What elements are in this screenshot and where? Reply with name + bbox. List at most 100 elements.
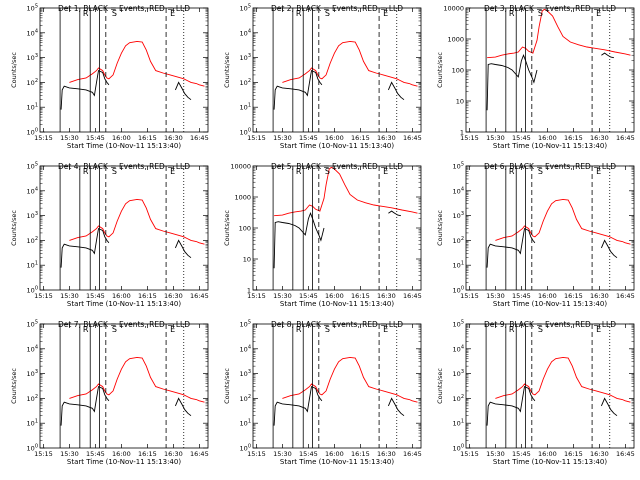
lld-curve <box>282 40 418 87</box>
events-curve-late <box>600 397 618 417</box>
lld-curve <box>487 8 631 59</box>
x-axis-label: Start Time (10-Nov-11 15:13:40) <box>493 142 607 150</box>
y-tick-label: 100 <box>27 444 38 453</box>
x-tick-label: 16:30 <box>590 450 609 458</box>
x-tick-label: 15:15 <box>34 134 53 142</box>
y-axis-label: Counts/sec <box>223 52 231 88</box>
y-axis-label: Counts/sec <box>10 368 18 404</box>
marker-label-e: E <box>383 325 388 334</box>
x-tick-label: 15:15 <box>460 134 479 142</box>
marker-label-s: S <box>112 167 117 176</box>
events-curve <box>273 69 323 110</box>
x-tick-label: 16:45 <box>190 292 209 300</box>
x-tick-label: 16:45 <box>403 134 422 142</box>
x-tick-label: 16:00 <box>538 450 557 458</box>
chart-title: Det 8, BLACK = Events, RED = LLD <box>271 320 403 329</box>
y-tick-label: 1 <box>460 129 464 137</box>
y-tick-label: 105 <box>27 320 38 329</box>
marker-label-r: R <box>509 325 515 334</box>
lld-curve <box>274 166 418 217</box>
events-curve <box>486 227 536 268</box>
x-tick-label: 16:15 <box>138 450 157 458</box>
y-tick-label: 102 <box>240 394 251 403</box>
x-tick-label: 16:15 <box>351 134 370 142</box>
y-tick-label: 100 <box>240 128 251 137</box>
y-tick-label: 103 <box>27 211 38 220</box>
x-axis-label: Start Time (10-Nov-11 15:13:40) <box>280 458 394 466</box>
x-axis-label: Start Time (10-Nov-11 15:13:40) <box>493 300 607 308</box>
x-tick-label: 15:45 <box>512 134 531 142</box>
y-tick-label: 105 <box>27 162 38 171</box>
events-curve <box>486 53 538 111</box>
x-tick-label: 16:45 <box>616 450 635 458</box>
events-curve-late <box>174 81 192 101</box>
chart-title: Det 1, BLACK = Events, RED = LLD <box>58 4 190 13</box>
marker-label-r: R <box>83 9 89 18</box>
y-tick-label: 101 <box>240 419 251 428</box>
x-tick-label: 15:45 <box>86 134 105 142</box>
x-tick-label: 15:30 <box>273 450 292 458</box>
x-tick-label: 15:15 <box>34 450 53 458</box>
chart-title: Det 9, BLACK = Events, RED = LLD <box>484 320 616 329</box>
y-tick-label: 105 <box>240 320 251 329</box>
y-tick-label: 100 <box>239 225 251 233</box>
marker-label-s: S <box>112 325 117 334</box>
events-curve <box>60 227 110 268</box>
x-tick-label: 16:15 <box>138 292 157 300</box>
x-tick-label: 15:45 <box>512 292 531 300</box>
y-tick-label: 100 <box>240 444 251 453</box>
y-tick-label: 100 <box>453 286 464 295</box>
x-tick-label: 15:30 <box>486 134 505 142</box>
x-tick-label: 16:45 <box>616 134 635 142</box>
marker-label-s: S <box>538 9 543 18</box>
y-tick-label: 103 <box>453 369 464 378</box>
events-curve <box>273 385 323 426</box>
events-curve <box>60 69 110 110</box>
lld-curve <box>69 40 205 87</box>
x-axis-label: Start Time (10-Nov-11 15:13:40) <box>280 142 394 150</box>
y-tick-label: 104 <box>27 28 38 37</box>
marker-label-r: R <box>296 167 302 176</box>
x-tick-label: 16:15 <box>564 292 583 300</box>
x-tick-label: 15:45 <box>512 450 531 458</box>
x-tick-label: 15:15 <box>247 134 266 142</box>
x-axis-label: Start Time (10-Nov-11 15:13:40) <box>280 300 394 308</box>
x-tick-label: 16:00 <box>325 450 344 458</box>
marker-label-r: R <box>509 9 515 18</box>
marker-label-s: S <box>538 325 543 334</box>
x-tick-label: 16:00 <box>538 292 557 300</box>
x-tick-label: 15:15 <box>460 450 479 458</box>
x-tick-label: 16:00 <box>112 292 131 300</box>
plot-frame <box>252 323 422 449</box>
x-tick-label: 15:30 <box>273 292 292 300</box>
y-tick-label: 102 <box>27 394 38 403</box>
plot-frame <box>39 323 209 449</box>
lld-curve <box>69 198 205 245</box>
events-curve <box>486 385 536 426</box>
x-tick-label: 16:15 <box>351 450 370 458</box>
x-tick-label: 15:30 <box>60 450 79 458</box>
lld-curve <box>495 356 631 403</box>
marker-label-s: S <box>325 9 330 18</box>
y-axis-label: Counts/sec <box>223 210 231 246</box>
marker-label-e: E <box>596 9 601 18</box>
x-axis-label: Start Time (10-Nov-11 15:13:40) <box>67 142 181 150</box>
x-tick-label: 15:30 <box>60 134 79 142</box>
y-axis-label: Counts/sec <box>436 52 444 88</box>
x-tick-label: 15:30 <box>486 292 505 300</box>
y-axis-label: Counts/sec <box>436 368 444 404</box>
y-tick-label: 10 <box>456 98 464 106</box>
x-tick-label: 16:00 <box>325 292 344 300</box>
y-tick-label: 102 <box>27 236 38 245</box>
chart-title: Det 5, BLACK = Events, RED = LLD <box>271 162 403 171</box>
y-tick-label: 1000 <box>234 194 251 202</box>
marker-label-e: E <box>170 9 175 18</box>
x-tick-label: 16:00 <box>112 450 131 458</box>
x-tick-label: 15:45 <box>299 292 318 300</box>
y-tick-label: 102 <box>453 236 464 245</box>
